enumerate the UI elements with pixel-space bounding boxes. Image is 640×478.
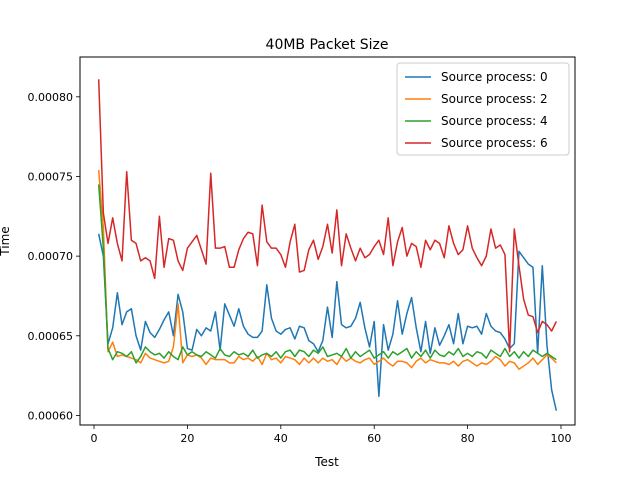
legend-label-1: Source process: 2: [441, 92, 548, 106]
y-tick-label: 0.00075: [28, 170, 74, 183]
x-tick-label: 80: [461, 432, 475, 445]
series-line-3: [97, 79, 557, 353]
legend-label-3: Source process: 6: [441, 136, 548, 150]
legend-label-2: Source process: 4: [441, 114, 548, 128]
x-tick-label: 60: [367, 432, 381, 445]
x-tick-label: 20: [180, 432, 194, 445]
series-line-0: [97, 233, 558, 411]
y-axis-label: Time: [0, 226, 12, 256]
legend-label-0: Source process: 0: [441, 70, 548, 84]
x-axis-label: Test: [314, 455, 339, 469]
x-tick-label: 0: [91, 432, 98, 445]
chart-title: 40MB Packet Size: [266, 37, 389, 53]
y-axis: 0.00060 0.00065 0.00070 0.00075 0.00080: [28, 91, 80, 422]
series-line-1: [97, 170, 557, 370]
plot-area-frame: [79, 56, 576, 426]
y-tick-label: 0.00070: [28, 250, 74, 263]
series-line-2: [97, 184, 557, 364]
x-tick-label: 40: [274, 432, 288, 445]
y-tick-label: 0.00080: [28, 91, 74, 104]
x-tick-label: 100: [550, 432, 571, 445]
y-tick-label: 0.00060: [28, 409, 74, 422]
legend-box: [396, 62, 570, 156]
plot-lines: [97, 79, 558, 411]
x-axis: 0 20 40 60 80 100: [91, 425, 571, 445]
y-tick-label: 0.00065: [28, 330, 74, 343]
legend: Source process: 0 Source process: 2 Source…: [396, 62, 570, 156]
